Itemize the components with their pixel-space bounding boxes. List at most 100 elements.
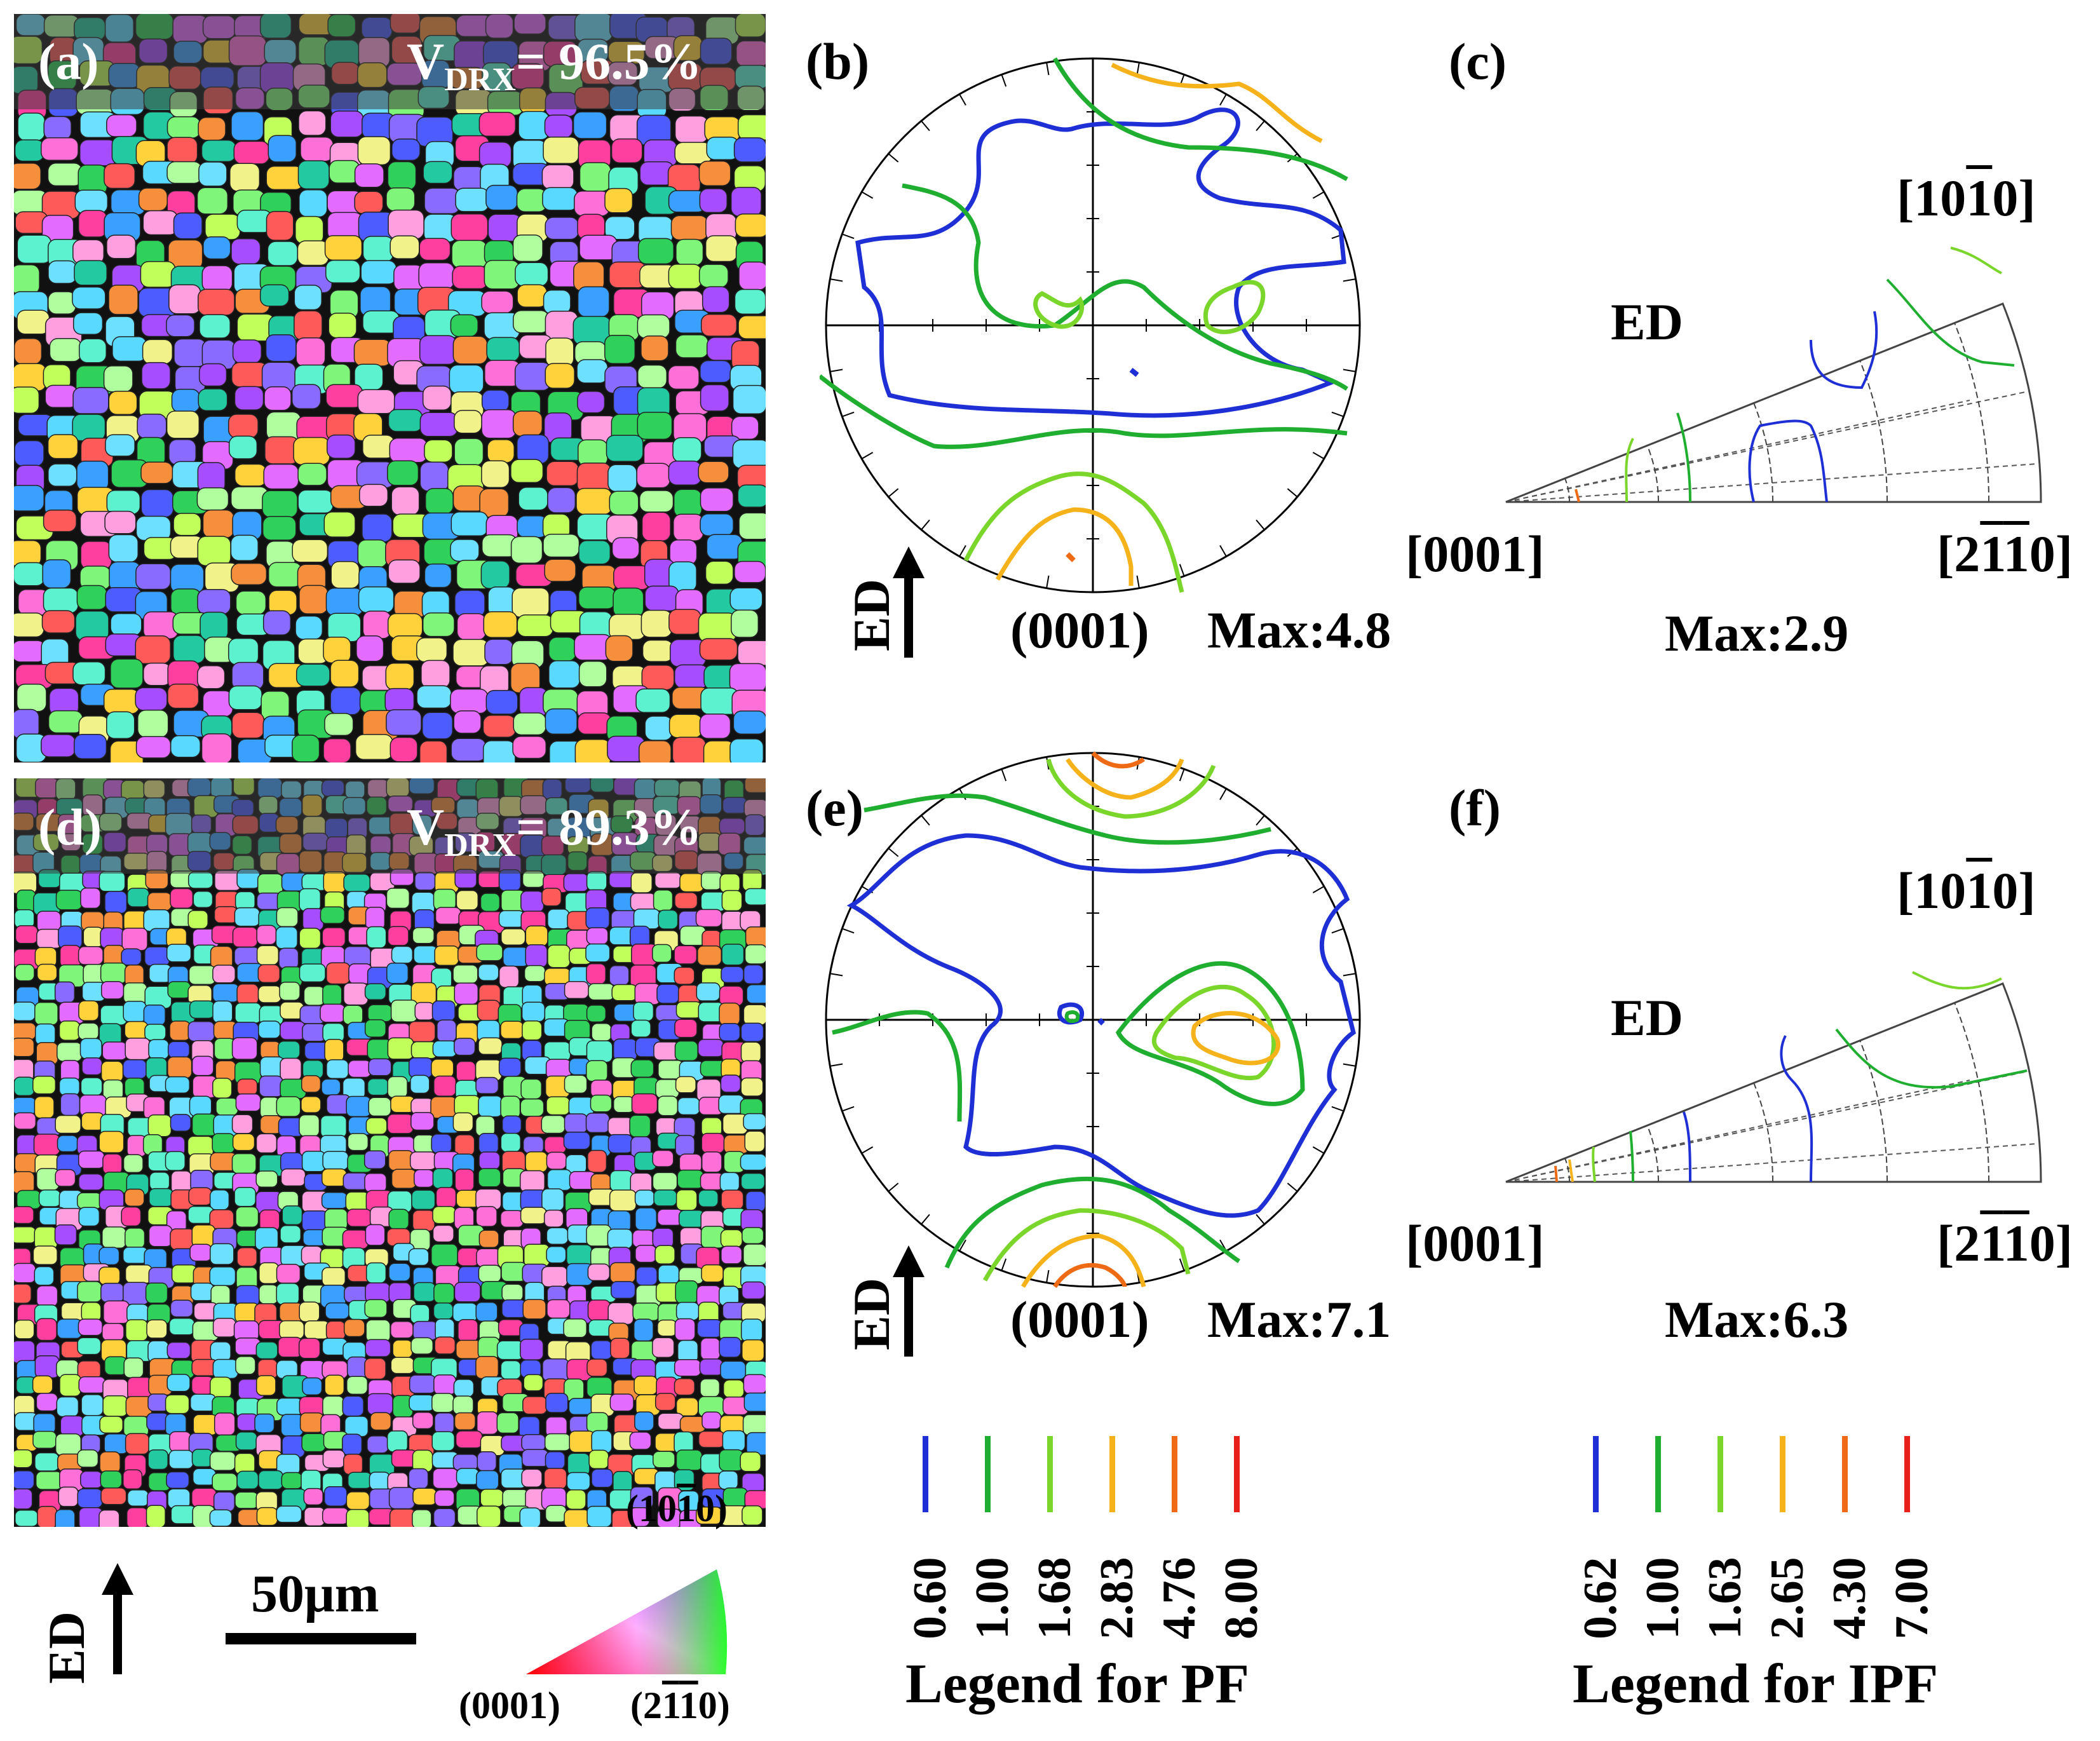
rim-tick: [861, 1146, 874, 1154]
grain: [173, 513, 202, 536]
grain: [198, 288, 235, 316]
grain: [658, 1264, 680, 1285]
grain: [78, 1173, 104, 1191]
grain: [188, 965, 216, 985]
grain: [102, 1153, 123, 1175]
grain: [209, 1189, 230, 1210]
grain: [280, 1020, 306, 1040]
rim-tick: [1287, 488, 1298, 498]
grain: [679, 1416, 706, 1433]
corner-top-f-bar: 1: [1966, 862, 1993, 919]
grain: [449, 364, 484, 394]
grain: [456, 1468, 480, 1486]
grain: [102, 1395, 128, 1417]
legend_pf-level-label: 1.00: [966, 1557, 1019, 1640]
grain: [123, 1357, 144, 1378]
grain: [501, 1115, 522, 1134]
grain: [482, 714, 517, 738]
grain: [545, 1451, 566, 1470]
legend_ipf-swatch: [1780, 1436, 1785, 1512]
rim-tick: [1256, 120, 1265, 132]
pole-figure-b: [820, 57, 1361, 593]
grain: [576, 359, 609, 384]
ed-label-f: ED: [1611, 989, 1683, 1047]
grain: [72, 312, 104, 335]
grain: [675, 1189, 698, 1211]
grain: [264, 386, 292, 411]
grain: [325, 1320, 346, 1341]
legend_pf-swatch: [1172, 1436, 1177, 1512]
grain: [343, 874, 371, 892]
grain: [100, 1487, 127, 1505]
grain: [79, 338, 107, 363]
panel-label-f: (f): [1449, 779, 1501, 837]
grain: [15, 925, 39, 944]
grain: [484, 639, 514, 665]
grain: [42, 559, 72, 589]
grain: [512, 234, 543, 262]
legend_ipf-level-label: 1.00: [1637, 1557, 1689, 1640]
grain: [276, 1505, 302, 1523]
grain: [611, 537, 640, 560]
grain: [450, 539, 480, 562]
grain: [701, 1151, 722, 1173]
grain: [563, 873, 589, 892]
grain: [56, 1396, 79, 1418]
grain: [481, 409, 517, 439]
corner-top-f-b: 0]: [1992, 862, 2036, 919]
grain: [743, 1113, 766, 1130]
grain: [642, 639, 674, 662]
grain: [79, 139, 117, 166]
legend_ipf-swatch: [1593, 1436, 1599, 1512]
grain: [213, 906, 238, 924]
grain: [212, 1358, 239, 1379]
grain: [433, 1075, 457, 1097]
grain: [121, 1206, 142, 1227]
grain: [542, 1358, 570, 1382]
grain: [545, 337, 574, 367]
grain: [299, 585, 329, 614]
corner-left-f: [0001]: [1406, 1214, 1545, 1272]
grain: [235, 1431, 258, 1451]
rim-tick: [888, 848, 899, 857]
grain: [212, 1472, 238, 1491]
grain: [481, 390, 510, 412]
grain: [364, 1299, 388, 1318]
grain: [100, 962, 127, 984]
grain: [346, 1376, 369, 1395]
legend_ipf-level-label: 1.63: [1699, 1557, 1751, 1640]
grain: [354, 191, 384, 214]
grain: [254, 1413, 275, 1433]
grain: [59, 1374, 81, 1397]
grain: [419, 335, 457, 365]
grain: [258, 1284, 279, 1304]
grain: [743, 1392, 766, 1412]
grain: [35, 1471, 63, 1490]
grain: [257, 985, 282, 1003]
rim-tick: [841, 928, 855, 934]
grain: [577, 712, 612, 735]
grain: [257, 964, 281, 983]
grain: [413, 1282, 436, 1303]
grain: [387, 161, 417, 191]
grain: [32, 1245, 58, 1265]
grain: [450, 511, 489, 537]
grain: [198, 117, 226, 141]
grain: [234, 1186, 256, 1207]
legend_pf-level-label: 0.60: [904, 1557, 956, 1640]
grain: [719, 1336, 742, 1358]
grain: [279, 1320, 305, 1339]
legend_pf-swatch: [1047, 1436, 1053, 1512]
grain: [276, 1263, 301, 1284]
grain: [323, 870, 346, 893]
grain: [255, 1375, 276, 1396]
grain: [110, 658, 144, 689]
grain: [323, 511, 356, 538]
grain: [365, 1224, 386, 1246]
rim-tick: [1331, 411, 1345, 417]
grain: [230, 534, 259, 561]
grain: [148, 1225, 173, 1247]
rim-tick: [1219, 93, 1227, 106]
grain: [60, 1093, 81, 1116]
grain: [675, 1135, 695, 1157]
